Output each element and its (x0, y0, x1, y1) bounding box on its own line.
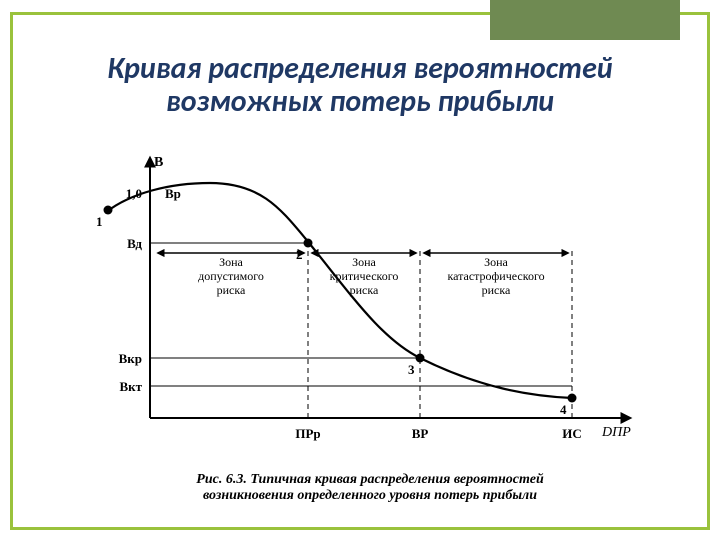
zone-label: риска (350, 283, 379, 297)
zone-label: допустимого (198, 269, 264, 283)
zone-label: риска (217, 283, 246, 297)
slide: Кривая распределения вероятностей возмож… (0, 0, 720, 540)
figure: ВDПР1,0ВрВдВкрВктПРрВРИСЗонадопустимогор… (90, 148, 650, 518)
curve-point-label: 4 (560, 402, 567, 417)
y-tick-label: Вкт (119, 379, 142, 394)
zone-label: Зона (484, 255, 508, 269)
figure-caption: Рис. 6.3. Типичная кривая распределения … (90, 472, 650, 504)
y-tick-label: Вкр (119, 351, 142, 366)
curve-point (416, 354, 425, 363)
curve-point (304, 239, 313, 248)
curve-point-label: 2 (296, 247, 303, 262)
curve-point (568, 394, 577, 403)
zone-label: катастрофического (447, 269, 544, 283)
curve-point-label: 3 (408, 362, 415, 377)
curve-point (104, 206, 113, 215)
x-tick-label: ВР (412, 426, 429, 441)
slide-title: Кривая распределения вероятностей возмож… (0, 52, 720, 118)
curve-point-label: 1 (96, 214, 103, 229)
zone-label: Зона (352, 255, 376, 269)
x-tick-label: ИС (562, 426, 582, 441)
zone-label: Зона (219, 255, 243, 269)
x-axis-label: DПР (601, 425, 631, 440)
corner-block (490, 0, 680, 40)
y-tick-label: Вд (127, 236, 142, 251)
x-tick-label: ПРр (295, 426, 320, 441)
zone-label: риска (482, 283, 511, 297)
chart-svg: ВDПР1,0ВрВдВкрВктПРрВРИСЗонадопустимогор… (90, 148, 650, 468)
y-axis-label: В (154, 155, 163, 170)
y-tick-label: Вр (165, 186, 181, 201)
